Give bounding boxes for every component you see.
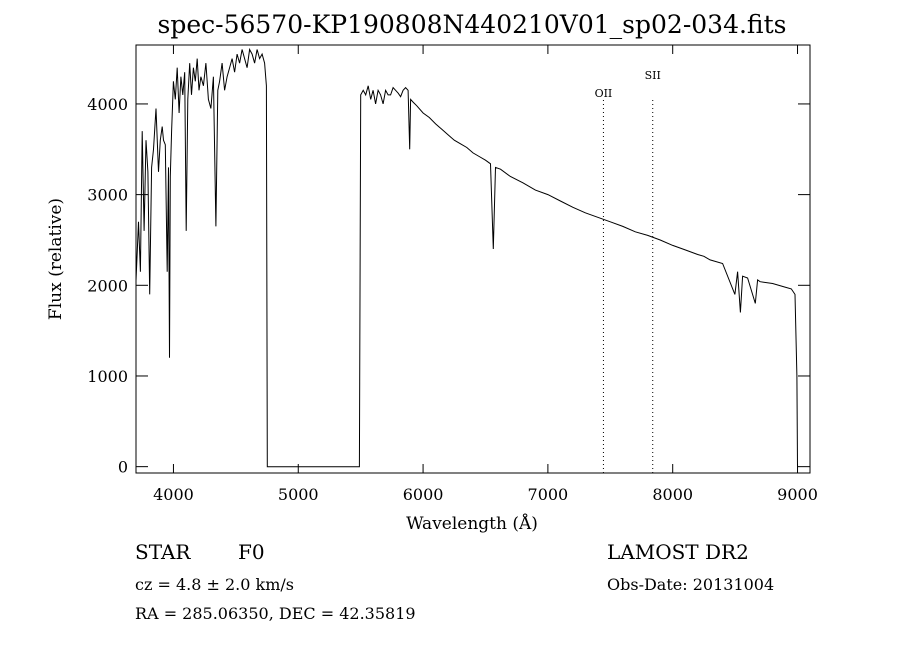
redshift-cz: cz = 4.8 ± 2.0 km/s xyxy=(135,575,294,594)
chart-title: spec-56570-KP190808N440210V01_sp02-034.f… xyxy=(158,10,787,39)
x-tick-label: 8000 xyxy=(652,485,693,504)
y-tick-label: 2000 xyxy=(87,276,128,295)
axis-ticks: 4000 5000 6000 7000 8000 9000 0 1000 2000 3000 400… xyxy=(87,45,818,504)
survey-name: LAMOST DR2 xyxy=(607,540,749,564)
x-tick-label: 9000 xyxy=(777,485,818,504)
line-marker-label: OII xyxy=(595,87,613,100)
y-tick-label: 0 xyxy=(118,458,128,477)
x-tick-label: 5000 xyxy=(278,485,319,504)
ra-dec-coordinates: RA = 285.06350, DEC = 42.35819 xyxy=(135,604,416,623)
y-tick-label: 3000 xyxy=(87,186,128,205)
y-tick-label: 1000 xyxy=(87,367,128,386)
x-axis-label: Wavelength (Å) xyxy=(406,513,538,534)
line-annotations: OII SII xyxy=(595,69,661,473)
observation-date: Obs-Date: 20131004 xyxy=(607,575,774,594)
x-tick-label: 7000 xyxy=(528,485,569,504)
line-marker-label: SII xyxy=(645,69,661,82)
object-class: STAR xyxy=(135,540,191,564)
plot-frame xyxy=(135,44,811,474)
y-tick-label: 4000 xyxy=(87,95,128,114)
x-tick-label: 4000 xyxy=(153,485,194,504)
x-tick-label: 6000 xyxy=(403,485,444,504)
y-axis-label: Flux (relative) xyxy=(46,198,66,320)
object-subclass: F0 xyxy=(238,540,265,564)
spectrum-line xyxy=(135,47,798,468)
